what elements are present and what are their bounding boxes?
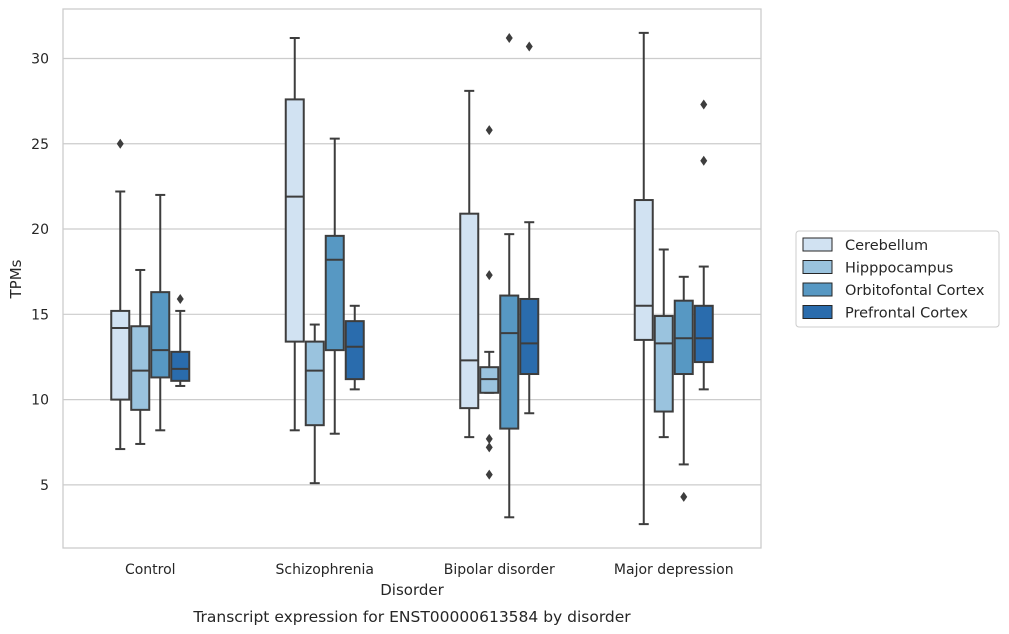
legend-label: Cerebellum <box>845 238 928 254</box>
legend-frame <box>795 230 1000 328</box>
outlier-point <box>680 491 688 502</box>
y-tick-labels: 5 10 15 20 25 30 <box>31 51 49 493</box>
box <box>459 212 480 410</box>
y-tick-label: 5 <box>40 478 49 494</box>
x-axis-label: Disorder <box>380 581 444 599</box>
x-tick-label: Control <box>125 562 176 578</box>
plot-background <box>63 9 761 548</box>
outlier-point <box>700 99 708 110</box>
y-tick-label: 20 <box>31 222 49 238</box>
box <box>304 340 325 427</box>
y-tick-label: 15 <box>31 307 49 323</box>
y-tick-label: 25 <box>31 137 49 153</box>
box <box>110 309 131 401</box>
outlier-point <box>116 138 124 149</box>
chart-caption: Transcript expression for ENST0000061358… <box>192 608 631 626</box>
plot-frame <box>62 8 762 549</box>
x-tick-label: Bipolar disorder <box>444 562 555 578</box>
legend-swatch <box>802 282 833 297</box>
y-tick-label: 10 <box>31 393 49 409</box>
outlier-point <box>485 442 493 453</box>
y-tick-label: 30 <box>31 51 49 67</box>
outlier-point <box>176 293 184 304</box>
outlier-point <box>525 41 533 52</box>
box-series <box>110 31 714 526</box>
outlier-point <box>485 125 493 136</box>
outlier-point <box>485 270 493 281</box>
legend-label: Hipppocampus <box>845 261 953 277</box>
outlier-point <box>505 32 513 43</box>
legend-swatch <box>802 305 833 319</box>
legend-label: Orbitofontal Cortex <box>845 283 985 299</box>
box <box>344 320 365 381</box>
x-tick-labels: Control Schizophrenia Bipolar disorder Majo… <box>125 562 734 578</box>
legend-swatch <box>802 260 833 274</box>
y-axis-label: TPMs <box>7 259 25 299</box>
box <box>170 350 191 382</box>
x-tick-label: Schizophrenia <box>276 562 374 578</box>
outlier-point <box>485 433 493 444</box>
legend-swatch <box>802 237 833 252</box>
box <box>693 304 714 364</box>
legend-label: Prefrontal Cortex <box>845 306 968 322</box>
box <box>653 315 674 413</box>
x-tick-label: Major depression <box>614 562 734 578</box>
box <box>324 234 345 352</box>
box <box>150 291 171 379</box>
box <box>499 294 520 430</box>
outlier-point <box>485 469 493 480</box>
box <box>284 98 305 343</box>
box <box>633 199 654 341</box>
outlier-point <box>700 155 708 166</box>
box <box>130 325 151 411</box>
box <box>519 297 540 376</box>
legend: Cerebellum Hipppocampus Orbitofontal Corte… <box>795 230 1000 328</box>
